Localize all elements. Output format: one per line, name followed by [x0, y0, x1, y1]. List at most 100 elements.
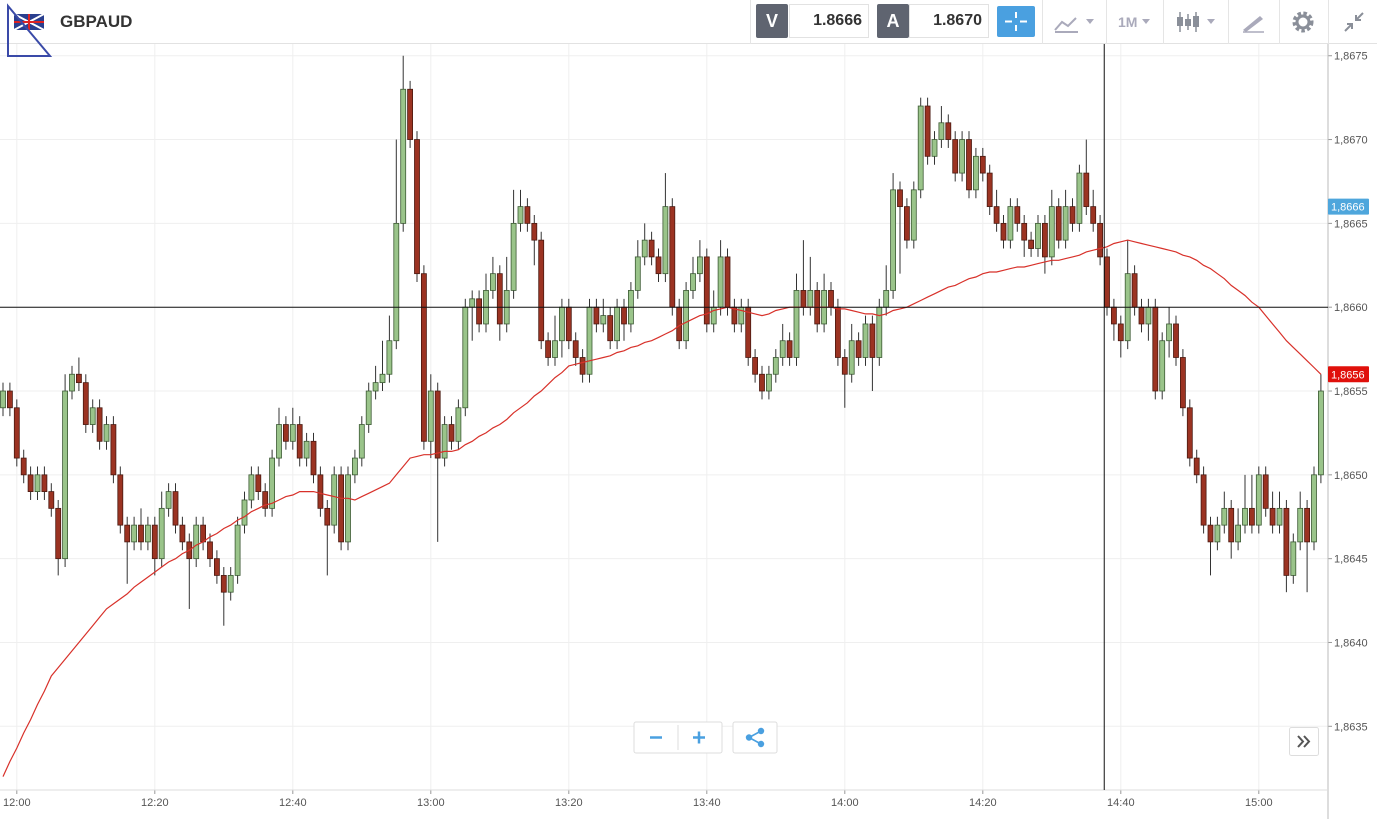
collapse-button[interactable]	[1342, 10, 1366, 34]
candle-body	[1097, 222, 1103, 258]
candle-body	[641, 239, 648, 258]
candle-body	[1193, 457, 1200, 476]
x-tick-label: 14:20	[969, 797, 997, 809]
candle-body	[165, 491, 172, 509]
candle-body	[572, 340, 579, 358]
candle-body	[1042, 222, 1048, 258]
ask-label[interactable]: A	[877, 4, 909, 38]
candle-body	[1131, 273, 1138, 308]
candle-body	[379, 373, 386, 384]
candle-body	[324, 507, 331, 526]
candle-body	[303, 440, 310, 459]
candle-body	[227, 575, 234, 593]
candle-body	[117, 474, 124, 526]
x-tick-label: 13:20	[555, 797, 583, 809]
candle-body	[986, 172, 993, 208]
price-badge	[1328, 366, 1369, 383]
candle-body	[938, 122, 945, 140]
candle-body	[310, 440, 317, 476]
candle-body	[952, 139, 959, 174]
candle-body	[234, 524, 241, 576]
candle-body	[372, 382, 379, 392]
candle-body	[697, 256, 703, 275]
candle-body	[1145, 306, 1152, 325]
moving-average	[2, 239, 1322, 777]
candle-body	[621, 306, 627, 325]
instrument-icon	[7, 3, 53, 57]
x-tick-label: 15:00	[1245, 797, 1273, 809]
candle-body	[1007, 206, 1014, 241]
share-button[interactable]	[732, 721, 778, 754]
candle-body	[924, 105, 931, 157]
candle-body	[1207, 524, 1214, 543]
candle-body	[759, 373, 765, 392]
candle-body	[469, 298, 476, 308]
candle-body	[1014, 206, 1021, 224]
candle-body	[600, 315, 607, 325]
chart-type-button[interactable]	[1175, 10, 1221, 34]
draw-button[interactable]	[1240, 10, 1266, 34]
gear	[1295, 14, 1311, 30]
candle-body	[496, 273, 503, 325]
symbol[interactable]: GBPAUD	[60, 12, 133, 31]
y-tick-label: 1,8635	[1334, 721, 1368, 733]
scroll-end-button[interactable]	[1289, 727, 1319, 756]
chevrons	[1297, 735, 1311, 748]
candle-body	[1249, 507, 1255, 526]
timeframe[interactable]: 1M	[1118, 14, 1138, 30]
x-tick-label: 13:00	[417, 797, 445, 809]
candle-body	[1111, 306, 1117, 325]
price-badge	[1328, 198, 1369, 215]
candle-body	[144, 524, 151, 543]
candle-body	[358, 424, 365, 459]
crosshair-icon	[1005, 12, 1027, 31]
candle-body	[655, 256, 662, 275]
indicators-button[interactable]	[1052, 12, 1098, 34]
candle-body	[338, 474, 345, 543]
candle-body	[524, 206, 531, 224]
candle-body	[34, 474, 41, 493]
icon	[1177, 17, 1183, 26]
candle-body	[1180, 357, 1186, 409]
candle-body	[1235, 524, 1241, 543]
candle-body	[476, 298, 483, 325]
candle-body	[151, 524, 158, 560]
bid-label[interactable]: V	[756, 4, 788, 38]
crosshair-button[interactable]	[997, 6, 1035, 37]
candle-body	[1228, 507, 1235, 543]
candle-body	[1186, 407, 1193, 459]
candle-body	[414, 139, 420, 275]
icon	[1243, 16, 1263, 32]
candle-body	[1166, 323, 1172, 342]
candle-body	[1000, 222, 1007, 241]
bid-price[interactable]: 1.8666	[789, 4, 869, 38]
candle-body	[973, 155, 979, 191]
candle-body	[1262, 474, 1269, 509]
zoom-in[interactable]	[693, 731, 705, 744]
settings-button[interactable]	[1290, 9, 1316, 35]
corner-triangle	[7, 3, 53, 57]
candle-body	[1035, 222, 1041, 249]
price-badge-label: 1,8666	[1331, 202, 1365, 214]
x-tick-label: 12:20	[141, 797, 169, 809]
x-tick-label: 12:00	[3, 797, 31, 809]
candle-body	[1221, 507, 1228, 526]
candle-body	[772, 357, 779, 375]
candle-body	[427, 390, 434, 442]
candle-body	[462, 306, 469, 409]
candle-body	[441, 424, 448, 459]
candle-body	[779, 340, 786, 358]
candle-body	[248, 474, 255, 501]
x-tick-label: 14:40	[1107, 797, 1135, 809]
separator	[1106, 0, 1107, 44]
candle-body	[1276, 507, 1283, 526]
candle-body	[317, 474, 324, 509]
candle-body	[241, 499, 248, 526]
candle-body	[158, 507, 165, 560]
timeframe-arrow[interactable]	[1140, 12, 1154, 34]
x-tick-label: 13:40	[693, 797, 721, 809]
candle-body	[855, 340, 862, 358]
ask-price[interactable]: 1.8670	[909, 4, 989, 38]
